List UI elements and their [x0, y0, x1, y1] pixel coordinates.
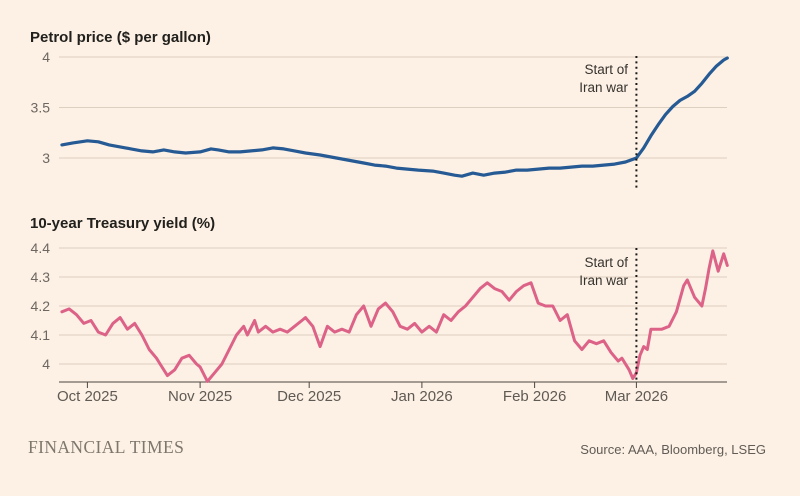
- x-axis-label: Mar 2026: [605, 388, 668, 405]
- x-axis-label: Feb 2026: [503, 388, 566, 405]
- ft-logo-text: FINANCIAL TIMES: [28, 437, 185, 457]
- x-axis-label: Jan 2026: [391, 388, 453, 405]
- x-axis-label: Nov 2025: [168, 388, 232, 405]
- petrol-price-chart: 43.53: [31, 49, 729, 190]
- source-text: Source: AAA, Bloomberg, LSEG: [580, 442, 766, 457]
- y-axis-label: 3: [42, 150, 50, 166]
- event-annotation-petrol: Start of Iran war: [579, 61, 628, 96]
- treasury-yield-chart: 4.4 4.3 4.2 4.1 4 Oct 2025 Nov 2025 Dec 2025 Jan…: [31, 240, 729, 405]
- event-annotation-line2: Iran war: [579, 79, 628, 95]
- petrol-chart-title: Petrol price ($ per gallon): [30, 29, 211, 46]
- y-axis-label: 3.5: [31, 100, 51, 116]
- y-axis-label: 4.2: [31, 298, 51, 314]
- series-line: [60, 249, 729, 383]
- x-axis-label: Dec 2025: [277, 388, 341, 405]
- treasury-chart-title: 10-year Treasury yield (%): [30, 215, 216, 232]
- event-annotation-line1: Start of: [584, 62, 628, 77]
- y-axis-label: 4: [42, 49, 50, 65]
- y-axis-label: 4.3: [31, 269, 51, 285]
- event-annotation-line2: Iran war: [579, 272, 628, 288]
- y-axis-label: 4: [42, 356, 50, 372]
- x-axis-label: Oct 2025: [57, 388, 118, 405]
- event-annotation-treasury: Start of Iran war: [579, 254, 628, 289]
- event-annotation-line1: Start of: [584, 255, 628, 270]
- y-axis-label: 4.4: [31, 240, 51, 256]
- series-line: [60, 56, 729, 178]
- y-axis-label: 4.1: [31, 327, 51, 343]
